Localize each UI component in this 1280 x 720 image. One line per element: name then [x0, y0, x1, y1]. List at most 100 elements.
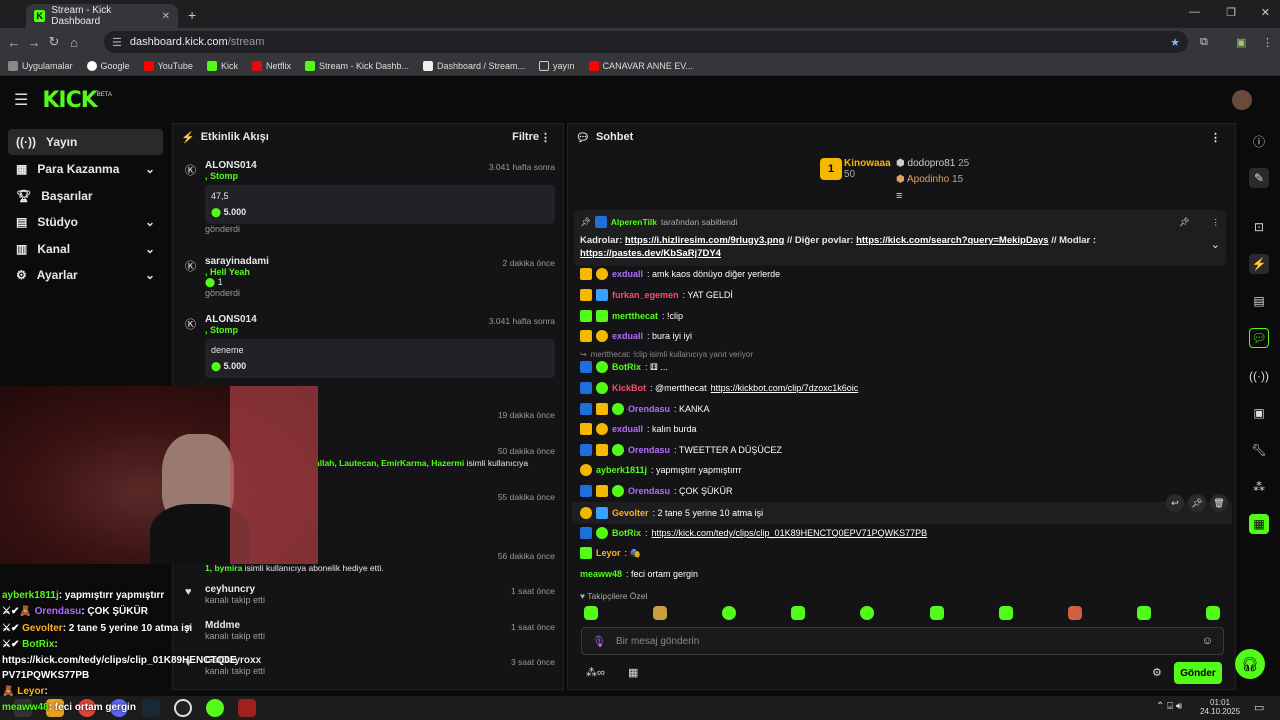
notification-icon[interactable]: ▭	[1254, 702, 1265, 714]
leaderboard-first[interactable]: Kinowaaa 50	[844, 158, 891, 180]
chat-message[interactable]: mertthecat: !clip	[580, 308, 683, 324]
emote-icon[interactable]	[584, 606, 598, 620]
clock[interactable]: 01:01 24.10.2025	[1200, 698, 1241, 716]
send-button[interactable]: Gönder	[1174, 662, 1222, 684]
broadcast-icon[interactable]: ((·))	[1249, 369, 1269, 383]
chat-message[interactable]: BotRix: https://kick.com/tedy/clips/clip…	[580, 525, 927, 541]
more-options-icon[interactable]: ⋮	[1210, 131, 1221, 144]
chat-message[interactable]: furkan_egemen: YAT GELDİ	[580, 287, 733, 303]
store-icon[interactable]: ▦	[628, 667, 639, 679]
sidebar-item-basarilar[interactable]: 🏆︎ Başarılar	[16, 189, 93, 203]
pinned-link[interactable]: https://kick.com/search?query=MekipDays	[856, 235, 1049, 246]
pin-icon[interactable]: 📌︎	[1188, 494, 1206, 512]
sidebar-item-ayarlar[interactable]: ⚙ Ayarlar ⌄	[16, 268, 155, 282]
activity-item[interactable]: Ⓚ ALONS014 , Stomp 47,5 ⬤ 5.000 gönderdi …	[185, 160, 555, 234]
start-icon[interactable]	[14, 699, 32, 717]
bookmark-star-icon[interactable]: ★	[1170, 36, 1180, 49]
close-window-icon[interactable]: ✕	[1260, 7, 1270, 19]
sidebar-item-studyo[interactable]: ▤ Stüdyo ⌄	[16, 215, 155, 229]
emote-icon[interactable]	[722, 606, 737, 620]
unpin-icon[interactable]: 📌︎	[1178, 216, 1190, 227]
clip-icon[interactable]: ▦	[1249, 514, 1269, 534]
chat-message[interactable]: ayberk1811j: yapmıştırr yapmıştırrr	[580, 462, 742, 478]
emote-icon[interactable]	[1136, 606, 1151, 620]
activity-item[interactable]: 50 dakika önce allah, Lautecan, EmirKarm…	[315, 446, 555, 468]
activity-item[interactable]: 19 dakika önce	[497, 410, 555, 420]
points-icon[interactable]: ⁂	[1253, 480, 1265, 494]
obs-icon[interactable]	[174, 699, 192, 717]
bookmark-dashboard[interactable]: Dashboard / Stream...	[423, 60, 525, 71]
reload-icon[interactable]: ↻	[48, 34, 60, 49]
discord-icon[interactable]	[110, 699, 128, 717]
chat-link[interactable]: https://kickbot.com/clip/7dzoxc1k6oic	[710, 383, 859, 393]
bookmark-apps[interactable]: Uygulamalar	[8, 60, 73, 71]
filter-button[interactable]: Filtre	[512, 131, 539, 143]
app-icon[interactable]	[238, 699, 256, 717]
back-icon[interactable]: ←	[7, 34, 21, 50]
sidebar-item-kanal[interactable]: ▥ Kanal ⌄	[16, 242, 155, 256]
layout-icon[interactable]: ▣	[1253, 406, 1265, 420]
maximize-icon[interactable]: ❐	[1226, 7, 1236, 19]
bookmark-youtube[interactable]: YouTube	[143, 60, 193, 71]
emote-icon[interactable]	[653, 606, 668, 620]
extensions-icon[interactable]: ⧉	[1200, 35, 1208, 48]
sidebar-item-para-kazanma[interactable]: ▦ Para Kazanma ⌄	[16, 162, 155, 176]
menu-icon[interactable]: ⋮	[1262, 36, 1273, 49]
kick-points-icon[interactable]: ⁂∞	[586, 667, 605, 679]
wrench-icon[interactable]: 🔧︎	[1251, 443, 1267, 457]
emote-icon[interactable]	[1205, 606, 1220, 620]
reply-icon[interactable]: ↩	[1166, 494, 1184, 512]
capture-icon[interactable]: ⊡	[1253, 220, 1265, 234]
more-options-icon[interactable]: ⋮	[540, 131, 551, 144]
lightning-icon[interactable]: ⚡	[1249, 254, 1269, 274]
forward-icon[interactable]: →	[27, 34, 41, 50]
chevron-down-icon[interactable]: ⌄	[1210, 239, 1220, 251]
close-tab-icon[interactable]: ✕	[161, 10, 170, 22]
chat-message[interactable]: Gevolter: 2 tane 5 yerine 10 atma işi	[580, 505, 763, 521]
chat-link[interactable]: https://kick.com/tedy/clips/clip_01K89HE…	[651, 528, 928, 538]
activity-item[interactable]: 55 dakika önce	[497, 492, 555, 502]
emote-icon[interactable]	[929, 606, 944, 620]
emoji-icon[interactable]: ☺	[1201, 635, 1213, 647]
chat-message[interactable]: Orendasu: TWEETTER A DÜŞÜCEZ	[580, 442, 782, 458]
bookmark-folder[interactable]: yayın	[539, 60, 575, 71]
leaderboard-third[interactable]: ⬢ Apodinho 15	[896, 174, 964, 185]
kick-app-icon[interactable]	[206, 699, 224, 717]
emote-icon[interactable]	[1067, 606, 1082, 620]
hamburger-menu-icon[interactable]: ☰	[14, 92, 29, 109]
activity-item[interactable]: 56 dakika önce 1, bymira isimli kullanıc…	[205, 551, 555, 573]
document-icon[interactable]: ▤	[1253, 294, 1265, 308]
chat-icon[interactable]: 💬︎	[1249, 328, 1269, 348]
more-options-icon[interactable]: ⋮	[1211, 216, 1221, 227]
home-icon[interactable]: ⌂	[70, 34, 78, 50]
chat-message[interactable]: meaww48: feci ortam gergin	[580, 569, 699, 579]
emote-icon[interactable]	[860, 606, 875, 620]
activity-item[interactable]: ♥ Mddme kanalı takip etti 1 saat önce	[185, 620, 555, 641]
bookmark-kick[interactable]: Kick	[206, 60, 238, 71]
bookmark-canavar[interactable]: CANAVAR ANNE EV...	[588, 60, 693, 71]
chat-message[interactable]: Orendasu: ÇOK ŞÜKÜR	[580, 483, 733, 499]
chat-message[interactable]: exduall: amk kaos dönüyo diğer yerlerde	[580, 266, 780, 282]
bookmark-google[interactable]: Google	[86, 60, 130, 71]
chat-message[interactable]: BotRix: ⚅ ...	[580, 359, 668, 375]
activity-item[interactable]: ♥ GatDayroxx kanalı takip etti 3 saat önc…	[185, 655, 555, 676]
chat-message[interactable]: KickBot: @mertthecat https://kickbot.com…	[580, 380, 858, 396]
pinned-link[interactable]: https://pastes.dev/KbSaRj7DY4	[580, 248, 721, 259]
avatar[interactable]	[1232, 90, 1252, 110]
emote-icon[interactable]	[791, 606, 806, 620]
browser-tab[interactable]: K Stream - Kick Dashboard ✕	[26, 4, 178, 28]
bookmark-netflix[interactable]: Netflix	[251, 60, 291, 71]
expand-leaderboard-icon[interactable]: ≡	[896, 190, 903, 202]
chat-message[interactable]: Leyor: 🎭	[580, 545, 641, 561]
chrome-icon[interactable]	[78, 699, 96, 717]
bookmark-stream[interactable]: Stream - Kick Dashb...	[304, 60, 409, 71]
chat-message[interactable]: exduall: bura iyi iyi	[580, 328, 692, 344]
info-icon[interactable]: ⓘ	[1252, 134, 1265, 149]
microphone-icon[interactable]: 🎙︎	[592, 635, 606, 648]
profile-icon[interactable]: ▣	[1236, 36, 1247, 49]
steam-icon[interactable]	[142, 699, 160, 717]
gear-icon[interactable]: ⚙	[1152, 667, 1162, 679]
support-icon[interactable]: 🎧︎	[1235, 649, 1265, 679]
sidebar-item-yayin[interactable]: ((·)) Yayın	[8, 129, 163, 155]
new-tab-icon[interactable]: +	[188, 7, 197, 23]
